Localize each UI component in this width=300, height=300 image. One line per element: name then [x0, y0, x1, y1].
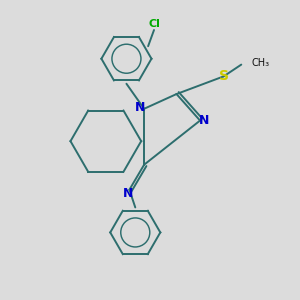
Text: Cl: Cl	[148, 19, 160, 29]
Text: S: S	[219, 69, 229, 83]
Text: N: N	[134, 101, 145, 114]
Text: N: N	[123, 187, 133, 200]
Text: CH₃: CH₃	[252, 58, 270, 68]
Text: N: N	[199, 114, 210, 127]
